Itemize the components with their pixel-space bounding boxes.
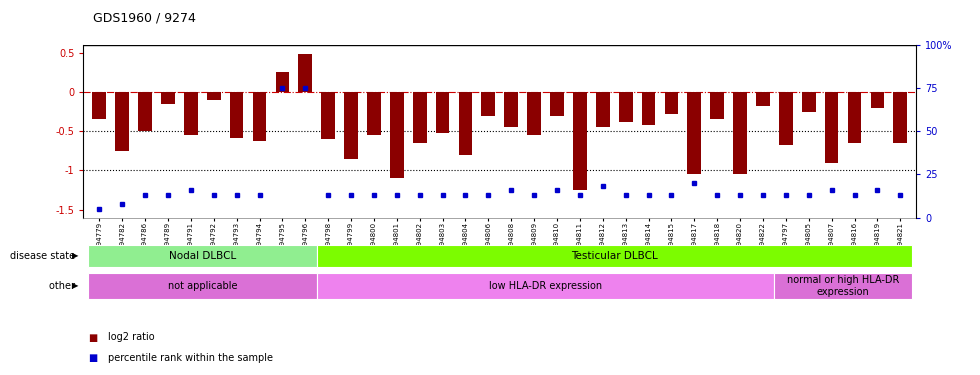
- Bar: [870, 92, 884, 108]
- Bar: [413, 92, 426, 143]
- Bar: [207, 92, 220, 100]
- Bar: [596, 92, 610, 128]
- Bar: [779, 92, 793, 146]
- Text: log2 ratio: log2 ratio: [108, 333, 155, 342]
- Bar: [88, 273, 317, 298]
- Bar: [184, 92, 198, 135]
- Text: ■: ■: [88, 333, 97, 342]
- Bar: [436, 92, 450, 133]
- Bar: [894, 92, 907, 143]
- Bar: [710, 92, 724, 120]
- Bar: [573, 92, 587, 190]
- Text: disease state: disease state: [10, 251, 78, 261]
- Bar: [802, 92, 815, 112]
- Text: other: other: [49, 281, 78, 291]
- Bar: [317, 273, 774, 298]
- Text: GDS1960 / 9274: GDS1960 / 9274: [93, 11, 196, 24]
- Bar: [459, 92, 472, 155]
- Bar: [687, 92, 701, 174]
- Bar: [550, 92, 564, 116]
- Bar: [161, 92, 174, 104]
- Bar: [527, 92, 541, 135]
- Text: low HLA-DR expression: low HLA-DR expression: [489, 281, 602, 291]
- Bar: [116, 92, 129, 151]
- Bar: [481, 92, 495, 116]
- Bar: [390, 92, 404, 178]
- Bar: [321, 92, 335, 139]
- Bar: [317, 245, 911, 267]
- Bar: [774, 273, 911, 298]
- Text: ▶: ▶: [72, 251, 78, 260]
- Bar: [92, 92, 106, 120]
- Bar: [138, 92, 152, 131]
- Bar: [88, 245, 317, 267]
- Text: not applicable: not applicable: [168, 281, 237, 291]
- Bar: [664, 92, 678, 114]
- Bar: [825, 92, 839, 163]
- Text: normal or high HLA-DR
expression: normal or high HLA-DR expression: [787, 275, 900, 297]
- Bar: [848, 92, 861, 143]
- Bar: [733, 92, 747, 174]
- Bar: [757, 92, 770, 106]
- Text: Nodal DLBCL: Nodal DLBCL: [169, 251, 236, 261]
- Bar: [253, 92, 267, 141]
- Bar: [642, 92, 656, 125]
- Bar: [505, 92, 518, 128]
- Text: percentile rank within the sample: percentile rank within the sample: [108, 353, 272, 363]
- Bar: [229, 92, 243, 138]
- Text: ▶: ▶: [72, 281, 78, 290]
- Bar: [368, 92, 381, 135]
- Bar: [275, 72, 289, 92]
- Text: Testicular DLBCL: Testicular DLBCL: [570, 251, 658, 261]
- Text: ■: ■: [88, 353, 97, 363]
- Bar: [344, 92, 358, 159]
- Bar: [618, 92, 632, 122]
- Bar: [299, 54, 313, 92]
